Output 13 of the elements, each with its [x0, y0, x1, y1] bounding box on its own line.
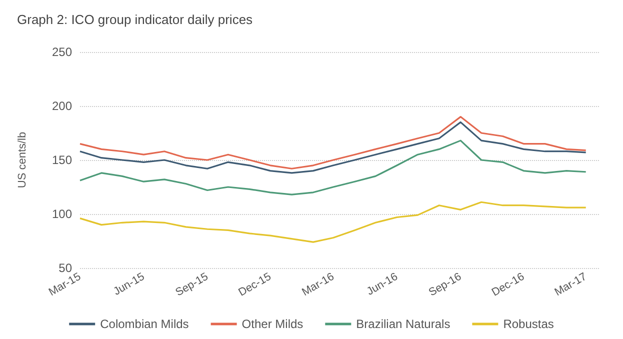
line-series — [79, 201, 587, 243]
y-tick-label: 100 — [52, 207, 72, 221]
y-tick-label: 250 — [52, 45, 72, 59]
legend-label: Other Milds — [242, 317, 304, 331]
legend-label: Robustas — [503, 317, 554, 331]
legend-label: Colombian Milds — [100, 317, 189, 331]
legend-label: Brazilian Naturals — [356, 317, 450, 331]
y-tick-label: 200 — [52, 99, 72, 113]
line-series — [79, 140, 587, 196]
y-tick-label: 150 — [52, 153, 72, 167]
chart-title: Graph 2: ICO group indicator daily prices — [17, 12, 254, 27]
y-axis-title: US cents/lb — [16, 132, 28, 188]
y-tick-label: 50 — [58, 261, 72, 275]
